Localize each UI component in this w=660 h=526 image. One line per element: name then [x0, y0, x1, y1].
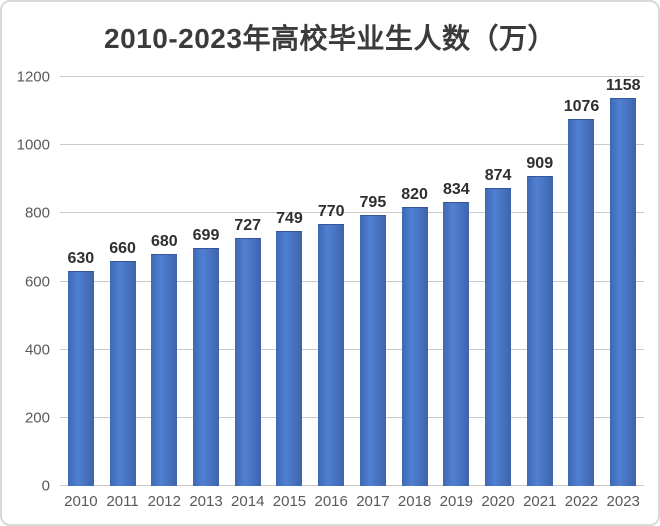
- y-tick-label: 400: [24, 341, 50, 359]
- chart-title: 2010-2023年高校毕业生人数（万）: [104, 23, 556, 54]
- bar-group-2023: 1158: [602, 77, 644, 486]
- x-axis-labels: 2010 2011 2012 2013 2014 2015 2016 2017 2018 2019…: [60, 493, 644, 510]
- bar: [109, 261, 136, 486]
- y-tick-label: 1000: [16, 136, 50, 154]
- bar-value-label: 834: [442, 180, 470, 198]
- gridline-400: [60, 348, 644, 350]
- x-tick-label: 2020: [481, 493, 515, 510]
- bar-value-label: 820: [401, 185, 428, 203]
- bar: [610, 98, 637, 486]
- bar: [67, 271, 94, 486]
- gridline-0: [60, 485, 644, 486]
- gridline-200: [60, 416, 644, 418]
- y-tick-label: 800: [24, 204, 50, 222]
- x-tick-label: 2018: [397, 493, 432, 510]
- gridline-1000: [60, 144, 644, 146]
- bar-value-label: 727: [234, 217, 262, 235]
- x-tick-label: 2017: [356, 493, 390, 510]
- bar-value-label: 909: [526, 155, 554, 173]
- bar-value-label: 630: [67, 250, 95, 268]
- x-tick-label: 2019: [439, 493, 474, 510]
- y-tick-label: 0: [41, 477, 50, 495]
- bar-value-label: 1158: [605, 77, 641, 94]
- bar-group-2020: 874: [477, 77, 519, 486]
- bar-group-2022: 1076: [561, 77, 603, 486]
- bar-group-2018: 820: [394, 77, 436, 486]
- x-tick-label: 2010: [64, 493, 98, 510]
- bar: [234, 238, 261, 486]
- bar-group-2010: 630: [60, 77, 102, 486]
- bar-group-2019: 834: [435, 77, 477, 486]
- bar: [568, 119, 595, 486]
- x-tick-label: 2012: [147, 493, 181, 510]
- bar-group-2014: 727: [227, 77, 269, 486]
- gridline-800: [60, 212, 644, 214]
- bar-value-label: 795: [359, 194, 387, 212]
- bar: [401, 206, 428, 486]
- bar: [443, 201, 470, 486]
- bar: [359, 215, 386, 486]
- bar-value-label: 680: [150, 233, 178, 251]
- bar: [485, 188, 512, 486]
- gridline-600: [60, 280, 644, 282]
- bar: [276, 230, 303, 486]
- y-tick-label: 600: [24, 273, 50, 290]
- bar-value-label: 749: [276, 209, 303, 227]
- bar-group-2012: 680: [143, 77, 185, 486]
- x-tick-label: 2022: [564, 493, 599, 510]
- x-tick-label: 2016: [314, 493, 348, 510]
- y-tick-label: 200: [24, 409, 50, 427]
- bar-group-2013: 699: [185, 77, 227, 486]
- bar-group-2015: 749: [269, 77, 311, 486]
- gridline-1200: [60, 76, 644, 77]
- bar-value-label: 1076: [563, 98, 600, 116]
- bar: [193, 247, 220, 486]
- plot-area: 0 200 400 600 800 1000 1200 630 660 680 699 727 749…: [17, 69, 644, 510]
- bar-group-2017: 795: [352, 77, 394, 486]
- bar-value-label: 660: [109, 240, 136, 258]
- bar: [151, 254, 178, 486]
- bar-value-label: 699: [192, 226, 220, 244]
- x-tick-label: 2013: [189, 493, 223, 510]
- bar-series: 630 660 680 699 727 749 770 795 820 834 874 909 1076…: [60, 77, 644, 486]
- bar: [318, 223, 345, 486]
- x-tick-label: 2014: [231, 493, 265, 510]
- x-tick-label: 2023: [606, 493, 640, 510]
- bar-value-label: 770: [317, 202, 345, 220]
- x-tick-label: 2015: [272, 493, 307, 510]
- bar-group-2011: 660: [102, 77, 144, 486]
- x-tick-label: 2011: [106, 493, 139, 510]
- x-tick-label: 2021: [523, 493, 557, 510]
- y-tick-label: 1200: [16, 68, 50, 86]
- bar-group-2016: 770: [310, 77, 352, 486]
- bar: [526, 176, 553, 486]
- bar-value-label: 874: [484, 167, 512, 185]
- bar-group-2021: 909: [519, 77, 561, 486]
